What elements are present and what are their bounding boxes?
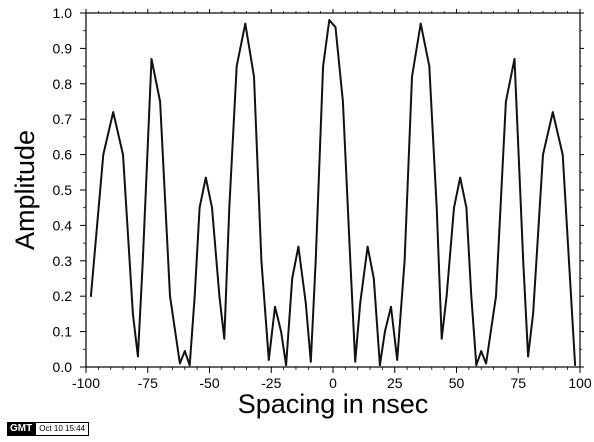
y-tick-label: 0.7: [53, 111, 73, 127]
data-point: [228, 206, 231, 209]
data-point: [349, 259, 352, 262]
data-point: [188, 364, 191, 367]
data-point: [379, 364, 381, 367]
gmt-logo: GMT: [7, 422, 36, 436]
data-point: [522, 259, 525, 262]
data-point: [532, 313, 534, 315]
data-point: [470, 295, 473, 298]
data-point: [341, 100, 344, 103]
data-point: [411, 75, 413, 78]
data-point: [274, 305, 276, 308]
data-point: [122, 153, 124, 156]
data-point: [285, 364, 287, 367]
data-point: [314, 259, 317, 262]
y-axis-label: Amplitude: [10, 130, 40, 250]
data-point: [428, 65, 431, 67]
data-point: [90, 295, 92, 298]
data-point: [136, 355, 139, 358]
y-tick-label: 0.3: [53, 253, 73, 269]
data-point: [322, 65, 325, 67]
data-point: [561, 153, 564, 156]
y-tick-label: 0.2: [53, 288, 73, 304]
series-line: [89, 19, 577, 367]
x-tick-label: 50: [449, 375, 465, 391]
data-point: [291, 277, 294, 280]
data-point: [309, 360, 312, 363]
data-point: [513, 58, 516, 60]
data-point: [527, 355, 530, 358]
data-point: [574, 364, 576, 367]
y-tick-label: 0.4: [53, 217, 73, 233]
data-point: [223, 337, 226, 340]
data-point: [551, 111, 554, 114]
y-tick-label: 0.6: [53, 147, 73, 163]
x-axis-label: Spacing in nsec: [238, 389, 429, 419]
data-point: [485, 362, 488, 365]
data-point: [334, 26, 337, 29]
y-tick-label: 0.5: [53, 182, 73, 198]
data-point: [304, 302, 307, 305]
y-tick-label: 0.1: [53, 324, 73, 340]
data-point: [465, 206, 468, 209]
y-tick-label: 0.9: [53, 40, 73, 56]
x-tick-label: 0: [329, 375, 337, 391]
data-point: [390, 305, 392, 308]
data-point: [396, 359, 399, 361]
data-point: [440, 337, 443, 340]
data-point: [435, 206, 438, 209]
data-point: [419, 22, 422, 25]
data-point: [183, 350, 186, 352]
data-point: [112, 111, 115, 114]
data-point: [198, 206, 201, 209]
y-tick-label: 0.0: [53, 359, 73, 375]
x-tick-label: 75: [510, 375, 526, 391]
data-point: [260, 259, 263, 262]
x-tick-label: -50: [199, 375, 219, 391]
data-point: [359, 302, 362, 305]
data-point: [159, 100, 162, 103]
data-point: [150, 58, 153, 60]
y-tick-label: 1.0: [53, 5, 73, 21]
data-point: [193, 295, 196, 298]
x-tick-label: 100: [568, 375, 592, 391]
data-point: [366, 245, 369, 248]
data-point: [383, 330, 386, 333]
data-point: [505, 100, 507, 103]
data-point: [253, 75, 255, 78]
data-point: [480, 350, 483, 352]
data-point: [459, 176, 462, 179]
y-tick-label: 0.8: [53, 76, 73, 92]
data-point: [141, 259, 144, 262]
data-point: [542, 153, 544, 156]
x-tick-label: -75: [138, 375, 158, 391]
data-point: [354, 360, 357, 363]
data-point: [244, 22, 247, 25]
data-point: [267, 359, 270, 361]
gmt-time: Oct 10 15:44: [35, 422, 90, 436]
data-point: [328, 19, 331, 21]
data-point: [204, 176, 207, 179]
data-point: [475, 364, 478, 367]
data-point: [102, 153, 105, 156]
plot-frame: [85, 12, 581, 368]
x-tick-label: -100: [72, 375, 100, 391]
data-point: [169, 295, 171, 298]
x-tick-label: -25: [261, 375, 281, 391]
data-point: [403, 259, 406, 262]
data-point: [453, 206, 455, 209]
data-point: [178, 362, 181, 365]
data-point: [235, 65, 238, 67]
chart: -100 -75 -50 -25 0 25 50 75 100 0.0 0.1 0.2 0.3 0.4 0.…: [10, 5, 592, 419]
data-point: [280, 330, 283, 333]
data-point: [445, 295, 448, 298]
data-point: [495, 295, 497, 298]
gmt-timestamp: GMT Oct 10 15:44: [7, 422, 90, 436]
x-tick-label: 25: [387, 375, 403, 391]
data-point: [297, 245, 300, 248]
data-point: [372, 277, 375, 280]
data-point: [218, 295, 221, 298]
data-point: [211, 206, 213, 209]
data-point: [132, 313, 134, 315]
